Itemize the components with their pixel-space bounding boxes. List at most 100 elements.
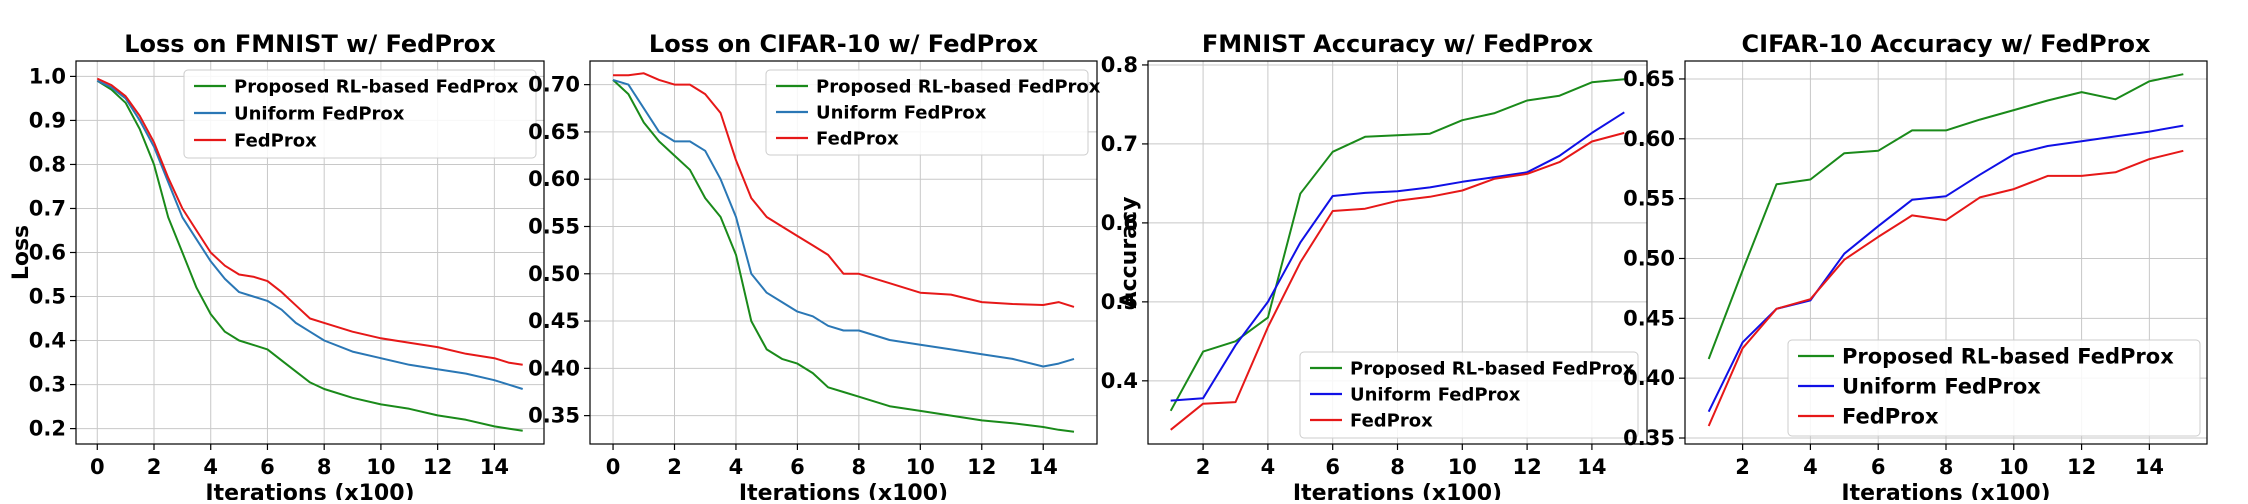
y-tick-label: 0.40 <box>1623 366 1675 390</box>
x-tick-label: 4 <box>729 455 744 479</box>
y-tick-label: 0.4 <box>29 329 66 353</box>
chart-panel-1: 0 2 4 6 8 10 12 14 0.2 0.3 0.4 0.5 0.6 0.7 0.8 0.9 1.0 Lo… <box>9 30 545 504</box>
x-tick-label: 10 <box>1448 455 1477 479</box>
y-tick-label: 0.55 <box>1623 187 1675 211</box>
x-tick-label: 8 <box>852 455 867 479</box>
x-tick-label: 10 <box>906 455 935 479</box>
x-tick-label: 2 <box>1735 455 1750 479</box>
x-tick-label: 12 <box>423 455 452 479</box>
x-tick-label: 12 <box>2067 455 2096 479</box>
legend-box <box>1299 351 1639 439</box>
y-tick-label: 0.7 <box>1101 132 1138 156</box>
axes-frame <box>589 60 1098 445</box>
chart-title: FMNIST Accuracy w/ FedProx <box>1202 30 1594 58</box>
y-tick-label: 1.0 <box>29 64 66 88</box>
legend-label: Proposed RL-based FedProx <box>1842 345 2174 369</box>
legend-label: Uniform FedProx <box>1350 384 1521 405</box>
x-tick-label: 8 <box>1939 455 1954 479</box>
y-tick-label: 0.7 <box>29 196 66 220</box>
legend-label: FedProx <box>1350 410 1433 431</box>
x-axis-label: Iterations (x100) <box>205 481 414 500</box>
x-tick-label: 12 <box>967 455 996 479</box>
legend-label: Proposed RL-based FedProx <box>234 76 519 97</box>
y-tick-label: 0.50 <box>1623 246 1675 270</box>
x-axis-label: Iterations (x100) <box>739 481 948 500</box>
y-tick-label: 0.6 <box>1101 211 1138 235</box>
legend-box <box>765 69 1089 156</box>
series-line-2 <box>612 78 1075 368</box>
series-line-1 <box>96 79 523 432</box>
y-tick-label: 0.45 <box>528 309 580 333</box>
series-line-3 <box>1707 149 2184 427</box>
y-tick-label: 0.60 <box>528 167 580 191</box>
legend: Proposed RL-based FedProx Uniform FedProx… <box>1299 351 1639 439</box>
x-tick-label: 6 <box>790 455 805 479</box>
y-tick-label: 0.50 <box>528 262 580 286</box>
y-tick-label: 0.6 <box>29 241 66 265</box>
x-tick-label: 2 <box>1196 455 1211 479</box>
y-tick-label: 0.55 <box>528 214 580 238</box>
x-axis-label: Iterations (x100) <box>1293 481 1502 500</box>
x-tick-label: 0 <box>90 455 105 479</box>
x-axis-label: Iterations (x100) <box>1841 481 2050 500</box>
legend-box <box>183 69 537 159</box>
x-tick-label: 2 <box>147 455 162 479</box>
x-tick-label: 6 <box>1325 455 1340 479</box>
series-line-3 <box>96 77 523 366</box>
x-tick-label: 4 <box>1803 455 1818 479</box>
y-tick-label: 0.5 <box>1101 290 1138 314</box>
legend-label: Uniform FedProx <box>234 103 405 124</box>
y-axis-label: Loss <box>9 225 34 280</box>
chart-panel-2: 0 2 4 6 8 10 12 14 0.35 0.40 0.45 0.50 0.55 0.60 0.65 0… <box>528 30 1101 504</box>
legend-label: FedProx <box>816 128 899 149</box>
legend-label: Uniform FedProx <box>1842 375 2041 399</box>
y-tick-label: 0.3 <box>29 373 66 397</box>
y-tick-label: 0.8 <box>29 152 66 176</box>
chart-title: Loss on FMNIST w/ FedProx <box>124 30 496 58</box>
chart-panel-3: 2 4 6 8 10 12 14 0.4 0.5 0.6 0.7 0.8 FMNIST Accuracy… <box>1101 30 1648 504</box>
x-tick-label: 14 <box>480 455 509 479</box>
y-tick-label: 0.65 <box>1623 67 1675 91</box>
series-line-1 <box>1169 78 1625 412</box>
y-tick-label: 0.35 <box>528 404 580 428</box>
x-tick-label: 14 <box>1577 455 1606 479</box>
x-tick-label: 2 <box>667 455 682 479</box>
y-tick-label: 0.2 <box>29 417 66 441</box>
x-tick-label: 14 <box>2135 455 2164 479</box>
x-tick-label: 6 <box>1871 455 1886 479</box>
chart-title: Loss on CIFAR-10 w/ FedProx <box>649 30 1039 58</box>
y-tick-label: 0.60 <box>1623 127 1675 151</box>
series-line-2 <box>1170 111 1625 402</box>
legend: Proposed RL-based FedProx Uniform FedProx… <box>1787 339 2201 437</box>
x-tick-label: 0 <box>606 455 621 479</box>
y-tick-label: 0.70 <box>528 73 580 97</box>
series-line-3 <box>613 72 1075 308</box>
legend-box <box>1787 339 2201 437</box>
x-tick-label: 14 <box>1029 455 1058 479</box>
x-tick-label: 12 <box>1512 455 1541 479</box>
legend-label: FedProx <box>1842 405 1939 429</box>
y-tick-label: 0.40 <box>528 356 580 380</box>
legend-label: FedProx <box>234 130 317 151</box>
y-tick-label: 0.8 <box>1101 53 1138 77</box>
x-tick-label: 8 <box>317 455 332 479</box>
x-tick-label: 10 <box>366 455 395 479</box>
x-tick-label: 4 <box>1261 455 1276 479</box>
y-tick-label: 0.5 <box>29 285 66 309</box>
y-tick-label: 0.35 <box>1623 426 1675 450</box>
legend: Proposed RL-based FedProx Uniform FedProx… <box>765 69 1101 156</box>
y-tick-label: 0.45 <box>1623 306 1675 330</box>
series-line-1 <box>1707 73 2184 360</box>
y-tick-label: 0.65 <box>528 120 580 144</box>
x-tick-label: 4 <box>203 455 218 479</box>
y-tick-label: 0.9 <box>29 108 66 132</box>
series-line-1 <box>612 79 1075 433</box>
y-tick-label: 0.4 <box>1101 369 1138 393</box>
series-line-3 <box>1170 131 1625 431</box>
x-tick-label: 10 <box>1999 455 2028 479</box>
legend-label: Uniform FedProx <box>816 102 987 123</box>
chart-panel-4: 2 4 6 8 10 12 14 0.35 0.40 0.45 0.50 0.55 0.60 0.65 CI… <box>1623 30 2208 504</box>
x-tick-label: 6 <box>260 455 275 479</box>
y-axis-label: Accuracy <box>1117 197 1142 309</box>
